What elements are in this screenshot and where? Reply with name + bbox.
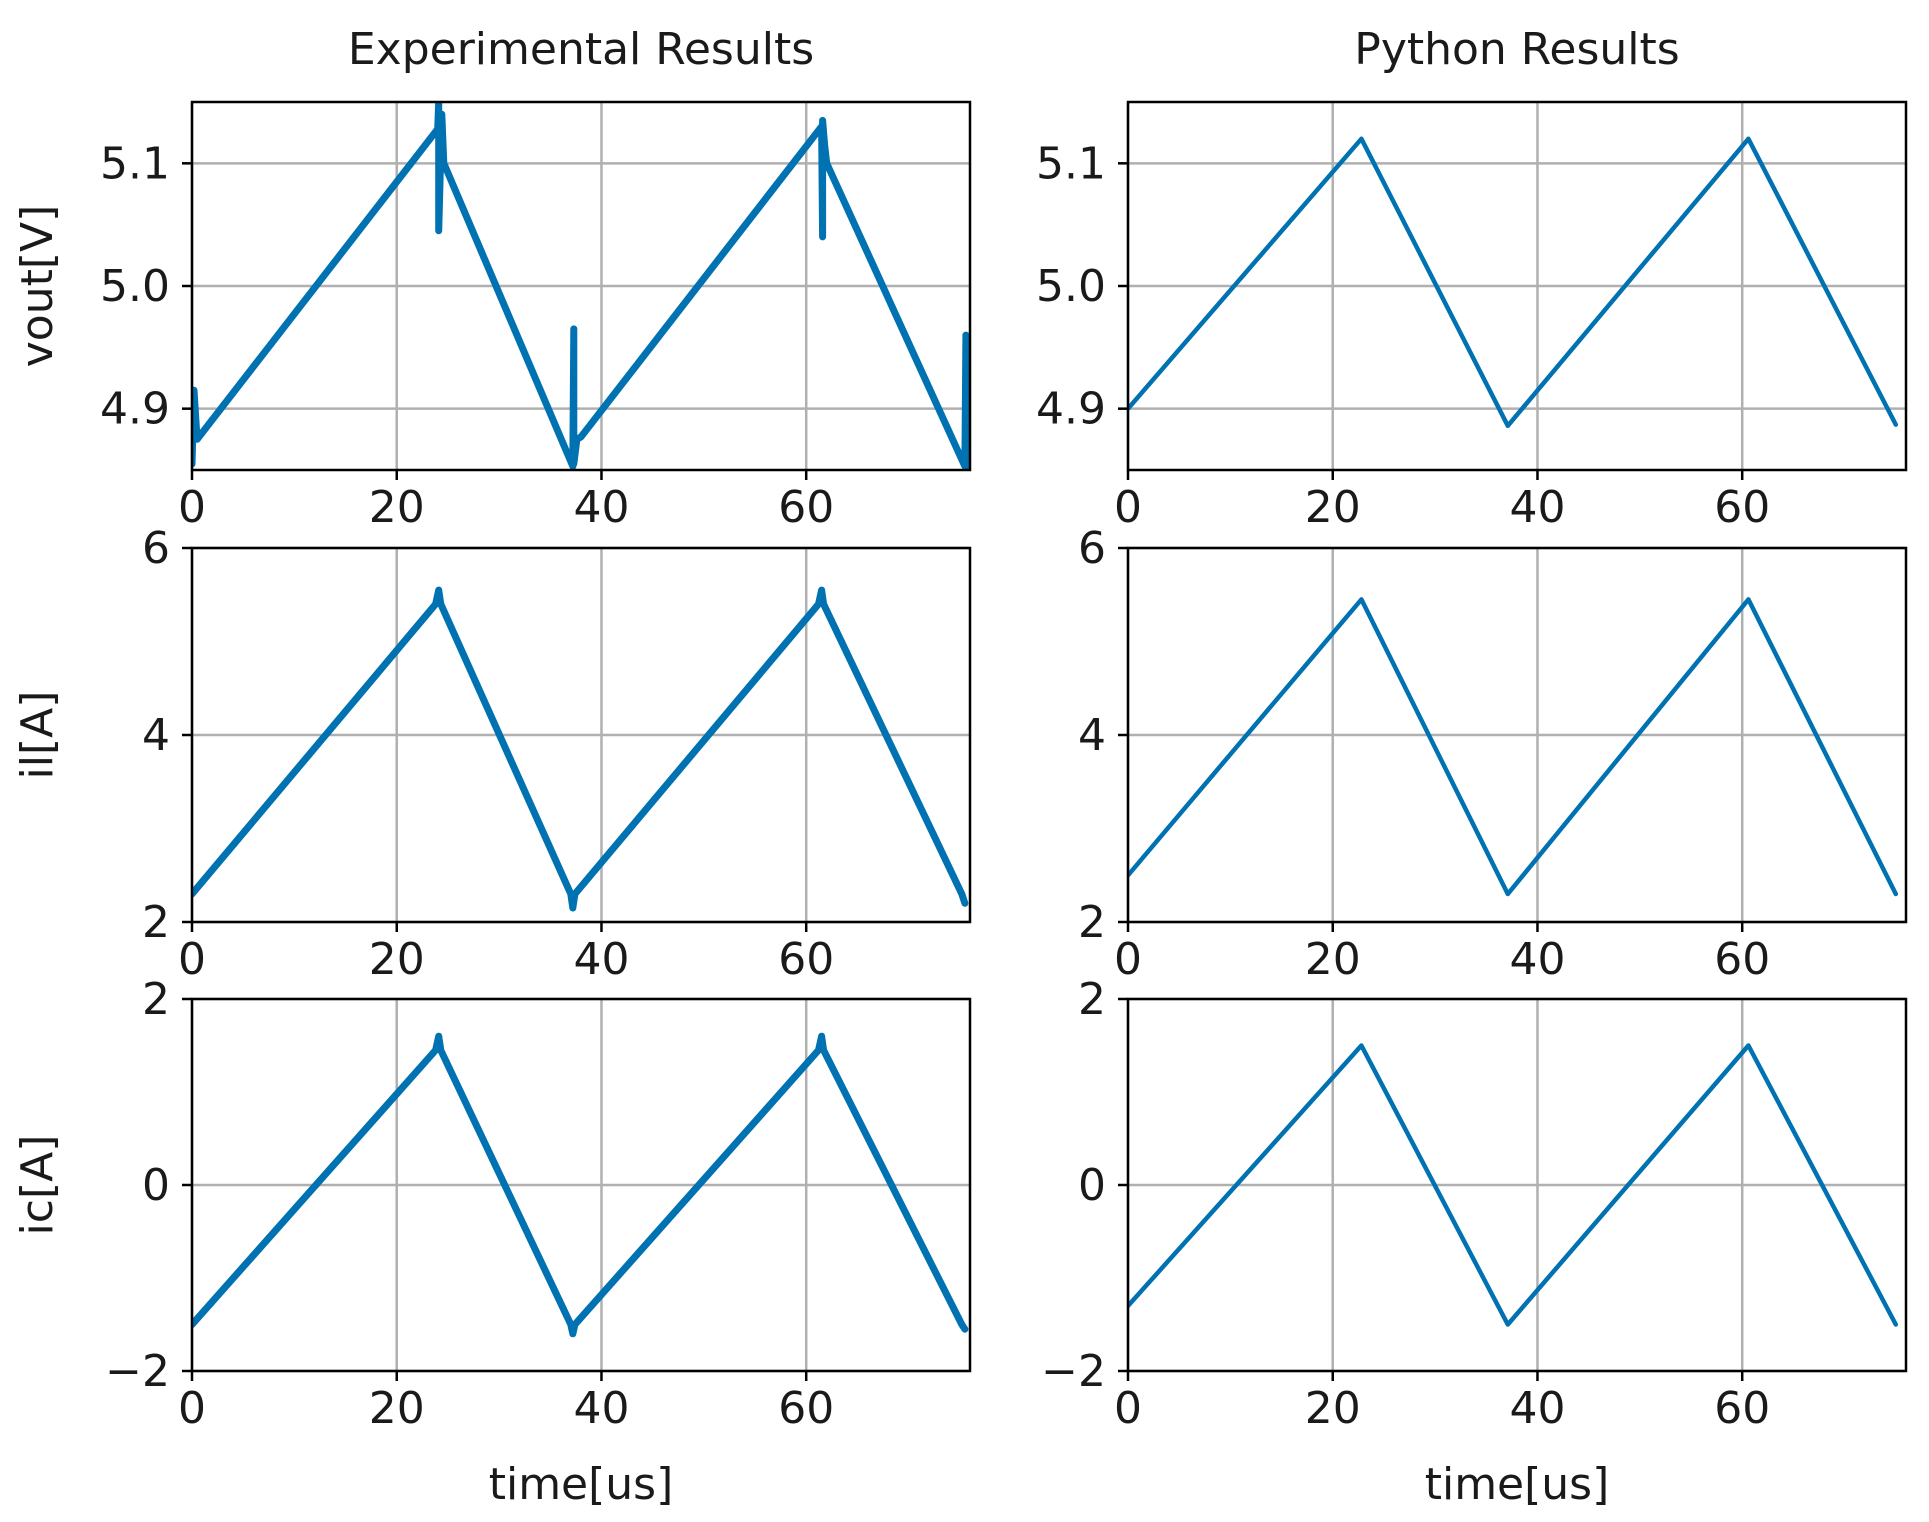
- exp-vout-xtick-label-1: 20: [369, 482, 425, 533]
- exp-il-series-il-line: [192, 586, 969, 912]
- py-il-series-il-line: [1128, 597, 1899, 897]
- py-vout-xtick-label-3: 60: [1714, 482, 1770, 533]
- py-il-ytick-label-1: 4: [1078, 710, 1106, 761]
- py-vout-xtick-label-2: 40: [1509, 482, 1565, 533]
- py-vout-ytick-label-2: 5.1: [1036, 138, 1106, 189]
- exp-vout-series-vout-line: [192, 102, 970, 470]
- py-ic-xtick-label-0: 0: [1114, 1383, 1142, 1434]
- exp-vout-ytick-label-1: 5.0: [100, 261, 170, 312]
- exp-ic-ytick-label-1: 0: [142, 1160, 170, 1211]
- py-vout-series-vout-line: [1128, 136, 1899, 429]
- py-ic-ytick-label-0: −2: [1041, 1346, 1106, 1397]
- exp-il-panel: 0 20 40 60 2 4 6 il[A]: [12, 523, 972, 985]
- exp-vout-xtick-label-3: 60: [778, 482, 834, 533]
- exp-il-xtick-label-0: 0: [178, 934, 206, 985]
- exp-vout-xtick-label-0: 0: [178, 482, 206, 533]
- exp-ic-series-ic-line: [192, 1032, 969, 1338]
- py-il-xtick-label-3: 60: [1714, 934, 1770, 985]
- py-vout-xtick-label-0: 0: [1114, 482, 1142, 533]
- exp-ic-xtick-label-2: 40: [573, 1383, 629, 1434]
- py-ic-xtick-label-3: 60: [1714, 1383, 1770, 1434]
- py-vout-ytick-label-0: 4.9: [1036, 384, 1106, 435]
- exp-vout-ytick-label-2: 5.1: [100, 138, 170, 189]
- py-vout-ytick-label-1: 5.0: [1036, 261, 1106, 312]
- py-il-xtick-label-1: 20: [1305, 934, 1361, 985]
- py-ic-series-ic-line: [1128, 1043, 1899, 1327]
- exp-ic-ytick-label-2: 2: [142, 974, 170, 1025]
- py-vout-xtick-label-1: 20: [1305, 482, 1361, 533]
- py-il-xtick-label-2: 40: [1509, 934, 1565, 985]
- py-ic-xtick-label-2: 40: [1509, 1383, 1565, 1434]
- exp-vout-panel: 0 20 40 60 4.9 5.0 5.1 Experimental Results vout…: [12, 24, 972, 533]
- py-ic-xlabel: time[us]: [1425, 1459, 1610, 1510]
- exp-il-xtick-label-3: 60: [778, 934, 834, 985]
- py-il-panel: 0 20 40 60 2 4 6: [1078, 523, 1908, 985]
- py-il-ytick-label-0: 2: [1078, 897, 1106, 948]
- exp-vout-xtick-label-2: 40: [573, 482, 629, 533]
- exp-vout-ylabel: vout[V]: [12, 205, 63, 368]
- exp-ic-xtick-label-0: 0: [178, 1383, 206, 1434]
- exp-il-ytick-label-0: 2: [142, 897, 170, 948]
- exp-vout-title: Experimental Results: [348, 24, 814, 75]
- py-il-ytick-label-2: 6: [1078, 523, 1106, 574]
- py-vout-title: Python Results: [1354, 24, 1679, 75]
- exp-il-xtick-label-2: 40: [573, 934, 629, 985]
- py-ic-ytick-label-2: 2: [1078, 974, 1106, 1025]
- py-ic-ytick-label-1: 0: [1078, 1160, 1106, 1211]
- py-il-xtick-label-0: 0: [1114, 934, 1142, 985]
- exp-ic-xtick-label-1: 20: [369, 1383, 425, 1434]
- exp-ic-xtick-label-3: 60: [778, 1383, 834, 1434]
- exp-ic-ylabel: ic[A]: [12, 1135, 63, 1236]
- exp-ic-ytick-label-0: −2: [105, 1346, 170, 1397]
- exp-il-ytick-label-2: 6: [142, 523, 170, 574]
- exp-il-xtick-label-1: 20: [369, 934, 425, 985]
- exp-il-ylabel: il[A]: [12, 691, 63, 780]
- py-ic-xtick-label-1: 20: [1305, 1383, 1361, 1434]
- exp-ic-xlabel: time[us]: [489, 1459, 674, 1510]
- exp-il-ytick-label-1: 4: [142, 710, 170, 761]
- exp-vout-ytick-label-0: 4.9: [100, 384, 170, 435]
- py-vout-panel: 0 20 40 60 4.9 5.0 5.1 Python Results: [1036, 24, 1908, 533]
